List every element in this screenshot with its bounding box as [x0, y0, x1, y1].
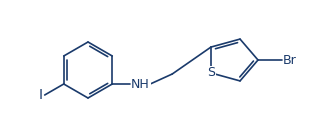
- Text: S: S: [207, 66, 215, 79]
- Text: I: I: [39, 88, 43, 102]
- Text: Br: Br: [283, 53, 297, 67]
- Text: NH: NH: [131, 78, 150, 92]
